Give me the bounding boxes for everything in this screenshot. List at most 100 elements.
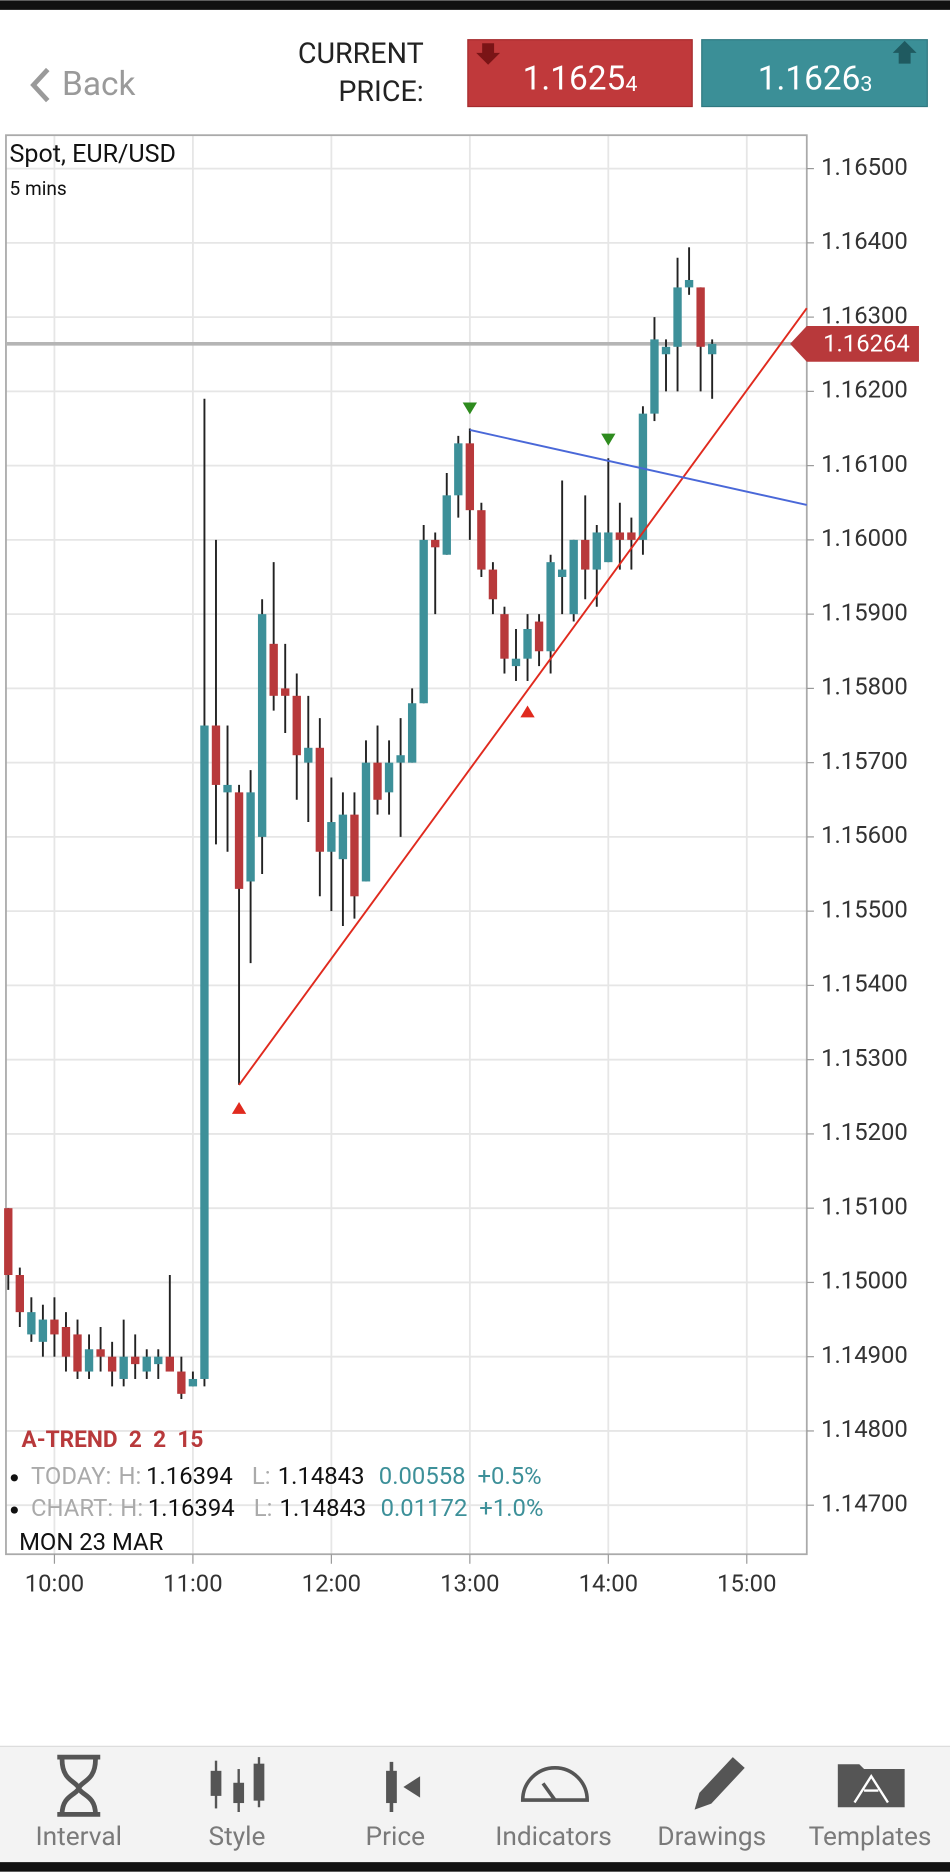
candle [431,532,440,615]
candle [546,554,555,674]
candle [119,1319,128,1387]
back-button[interactable]: Back [30,65,136,104]
candle [569,539,578,622]
y-tick-label: 1.14700 [821,1490,908,1518]
toolbar-label[interactable]: Drawings [657,1822,766,1852]
up-arrow [892,40,917,64]
candle-body [38,1319,48,1342]
candle [84,1334,94,1379]
candle-body [523,628,532,659]
y-tick-label: 1.15100 [821,1192,908,1220]
candle [142,1349,151,1379]
candle [211,539,221,845]
candle-body [407,703,417,763]
candle [454,435,463,518]
candle-body [257,614,267,837]
y-tick-label: 1.15300 [821,1044,908,1072]
candle-body [581,539,590,570]
candle-body [615,532,625,540]
nav-bar [0,1862,950,1872]
candle [500,606,509,674]
stat-pct: +1.0% [479,1494,543,1522]
plot [4,247,808,1400]
y-tick-label: 1.15200 [821,1118,908,1146]
x-tick-label: 11:00 [163,1570,222,1598]
candle [200,398,209,1387]
toolbar-label[interactable]: Indicators [495,1822,612,1852]
candle-body [73,1334,82,1372]
y-tick-label: 1.16100 [821,450,908,478]
trendline [469,429,807,506]
stat-change: 0.00558 [379,1462,466,1490]
candle [177,1356,186,1400]
candle-body [269,643,278,696]
sell-box [467,39,693,108]
stat-high: 1.16394 [146,1462,233,1490]
candle-body [165,1356,175,1372]
toolbar-label[interactable]: Price [366,1822,426,1852]
toolbar-label[interactable]: Templates [809,1822,932,1852]
candle [234,784,244,1085]
candle [557,480,567,615]
candle-body [234,792,244,889]
candle [304,695,313,823]
y-tick-label: 1.14800 [821,1415,908,1443]
candle [442,473,451,555]
toolbar-label[interactable]: Style [209,1822,266,1852]
candle [223,725,232,852]
candle [615,502,625,570]
candle [361,740,371,882]
candle-body [361,762,371,882]
candle [511,628,521,681]
signal-marker [231,1101,247,1114]
candle [419,525,428,704]
candle-body [177,1371,186,1394]
candle [257,599,267,875]
x-tick-label: 10:00 [25,1570,84,1598]
candle-body [384,762,394,793]
sell-button[interactable]: 1.16254 [467,39,693,108]
y-tick-label: 1.16200 [821,376,908,404]
candle-body [373,762,382,800]
candle-body [431,539,440,548]
axes: 1.16500 1.16400 1.16300 1.16200 1.16100 1.160… [25,153,919,1598]
candle [661,339,671,392]
candle-body [534,621,544,652]
candle [107,1341,117,1387]
candle-body [292,695,301,756]
candle-body [454,443,463,496]
chart-subtitle: 5 mins [10,177,67,200]
candle [465,428,475,540]
candle [673,257,682,392]
y-tick-label: 1.15000 [821,1267,908,1295]
candle [581,495,590,600]
buy-button[interactable]: 1.16263 [701,39,928,108]
candle [684,247,694,295]
indicator-label: A-TREND 2 2 15 [21,1426,203,1453]
candle-body [650,339,659,414]
candle [650,317,659,422]
y-tick-label: 1.16300 [821,301,908,329]
candle-body [707,343,717,355]
candle [315,718,325,897]
candle-body [131,1356,140,1365]
y-tick-label: 1.15900 [821,598,908,626]
x-tick-label: 14:00 [579,1570,638,1598]
back-label: Back [62,65,135,104]
toolbar [0,1746,950,1863]
stat-low: 1.14843 [278,1462,365,1490]
candle-body [465,443,475,511]
last-price-label: 1.16264 [823,329,910,357]
candle [154,1349,163,1379]
price-label: CURRENT [298,36,424,70]
candle-body [661,346,671,355]
stat-line: TODAY: H: 1.16394 L: 1.14843 0.00558 +0.5% [31,1462,542,1490]
bid-pip: 4 [625,72,637,97]
candle [488,562,498,615]
stats: TODAY: H: 1.16394 L: 1.14843 0.00558 +0.5%CHAR… [10,1462,543,1522]
grid [5,135,807,1555]
candle [592,525,601,607]
stat-high: 1.16394 [148,1494,235,1522]
toolbar-label[interactable]: Interval [36,1822,122,1852]
